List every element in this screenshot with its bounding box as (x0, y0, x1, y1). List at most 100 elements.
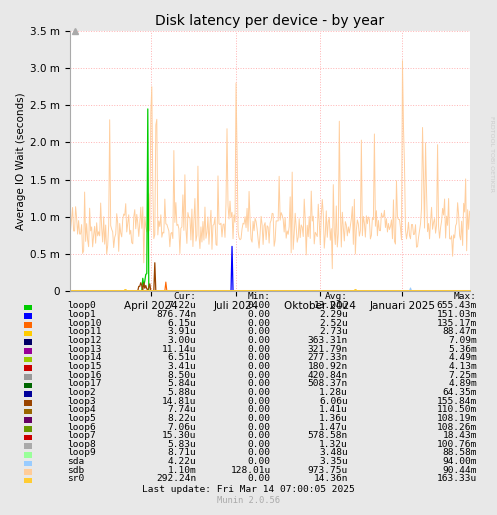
Text: FRDTOOL TOBI OETIKER: FRDTOOL TOBI OETIKER (489, 116, 494, 193)
Text: loop0: loop0 (67, 301, 96, 311)
Text: 5.84u: 5.84u (167, 379, 196, 388)
Text: 6.15u: 6.15u (167, 319, 196, 328)
Text: 0.00: 0.00 (248, 414, 271, 423)
Text: 180.92n: 180.92n (308, 362, 348, 371)
Text: 8.71u: 8.71u (167, 449, 196, 457)
Text: 0.00: 0.00 (248, 457, 271, 466)
Text: 108.26m: 108.26m (437, 422, 477, 432)
Text: 0.00: 0.00 (248, 336, 271, 345)
Text: loop3: loop3 (67, 397, 96, 405)
Text: 0.00: 0.00 (248, 328, 271, 336)
Text: 5.88u: 5.88u (167, 388, 196, 397)
Text: 2.29u: 2.29u (319, 310, 348, 319)
Text: 6.06u: 6.06u (319, 397, 348, 405)
Text: loop10: loop10 (67, 319, 101, 328)
Text: 508.37n: 508.37n (308, 379, 348, 388)
Text: 277.33n: 277.33n (308, 353, 348, 362)
Text: 0.00: 0.00 (248, 440, 271, 449)
Text: loop5: loop5 (67, 414, 96, 423)
Text: 13.04u: 13.04u (314, 301, 348, 311)
Text: 0.00: 0.00 (248, 310, 271, 319)
Text: 0.00: 0.00 (248, 353, 271, 362)
Text: Munin 2.0.56: Munin 2.0.56 (217, 496, 280, 505)
Text: 4.13m: 4.13m (448, 362, 477, 371)
Text: 4.22u: 4.22u (167, 457, 196, 466)
Text: 0.00: 0.00 (248, 474, 271, 484)
Text: 151.03m: 151.03m (437, 310, 477, 319)
Text: 7.09m: 7.09m (448, 336, 477, 345)
Text: 3.35u: 3.35u (319, 457, 348, 466)
Text: 876.74n: 876.74n (156, 310, 196, 319)
Text: loop7: loop7 (67, 431, 96, 440)
Text: loop2: loop2 (67, 388, 96, 397)
Text: 0.00: 0.00 (248, 397, 271, 405)
Text: 0.00: 0.00 (248, 388, 271, 397)
Text: loop11: loop11 (67, 328, 101, 336)
Text: 578.58n: 578.58n (308, 431, 348, 440)
Text: 64.35m: 64.35m (443, 388, 477, 397)
Text: 7.22u: 7.22u (167, 301, 196, 311)
Text: 135.17m: 135.17m (437, 319, 477, 328)
Text: loop17: loop17 (67, 379, 101, 388)
Text: 14.81u: 14.81u (162, 397, 196, 405)
Text: Last update: Fri Mar 14 07:00:05 2025: Last update: Fri Mar 14 07:00:05 2025 (142, 485, 355, 493)
Text: 108.19m: 108.19m (437, 414, 477, 423)
Text: 15.30u: 15.30u (162, 431, 196, 440)
Text: 8.22u: 8.22u (167, 414, 196, 423)
Text: loop14: loop14 (67, 353, 101, 362)
Text: 3.00u: 3.00u (167, 336, 196, 345)
Text: 128.01u: 128.01u (231, 466, 271, 475)
Text: 163.33u: 163.33u (437, 474, 477, 484)
Text: 5.36m: 5.36m (448, 345, 477, 354)
Text: 5.83u: 5.83u (167, 440, 196, 449)
Text: 4.89m: 4.89m (448, 379, 477, 388)
Text: 0.00: 0.00 (248, 319, 271, 328)
Text: 1.47u: 1.47u (319, 422, 348, 432)
Text: 7.06u: 7.06u (167, 422, 196, 432)
Text: Min:: Min: (248, 291, 271, 301)
Text: sr0: sr0 (67, 474, 84, 484)
Text: 420.84n: 420.84n (308, 371, 348, 380)
Text: 110.50m: 110.50m (437, 405, 477, 414)
Text: 0.00: 0.00 (248, 449, 271, 457)
Text: 2.52u: 2.52u (319, 319, 348, 328)
Text: 0.00: 0.00 (248, 431, 271, 440)
Text: Cur:: Cur: (173, 291, 196, 301)
Text: loop16: loop16 (67, 371, 101, 380)
Text: 0.00: 0.00 (248, 405, 271, 414)
Text: 0.00: 0.00 (248, 362, 271, 371)
Text: sdb: sdb (67, 466, 84, 475)
Text: 1.36u: 1.36u (319, 414, 348, 423)
Text: loop13: loop13 (67, 345, 101, 354)
Text: 4.49m: 4.49m (448, 353, 477, 362)
Text: 973.75u: 973.75u (308, 466, 348, 475)
Text: 0.00: 0.00 (248, 379, 271, 388)
Text: 1.32u: 1.32u (319, 440, 348, 449)
Text: 2.73u: 2.73u (319, 328, 348, 336)
Text: 3.48u: 3.48u (319, 449, 348, 457)
Text: 7.25m: 7.25m (448, 371, 477, 380)
Text: sda: sda (67, 457, 84, 466)
Text: loop8: loop8 (67, 440, 96, 449)
Text: 100.76m: 100.76m (437, 440, 477, 449)
Text: loop1: loop1 (67, 310, 96, 319)
Text: 1.41u: 1.41u (319, 405, 348, 414)
Text: 155.84m: 155.84m (437, 397, 477, 405)
Text: 0.00: 0.00 (248, 371, 271, 380)
Text: 363.31n: 363.31n (308, 336, 348, 345)
Text: 0.00: 0.00 (248, 345, 271, 354)
Text: loop4: loop4 (67, 405, 96, 414)
Text: 94.00m: 94.00m (443, 457, 477, 466)
Text: 3.91u: 3.91u (167, 328, 196, 336)
Text: loop9: loop9 (67, 449, 96, 457)
Text: 14.36n: 14.36n (314, 474, 348, 484)
Text: 0.00: 0.00 (248, 301, 271, 311)
Text: 0.00: 0.00 (248, 422, 271, 432)
Text: loop12: loop12 (67, 336, 101, 345)
Text: Avg:: Avg: (325, 291, 348, 301)
Text: 1.10m: 1.10m (167, 466, 196, 475)
Text: 90.44m: 90.44m (443, 466, 477, 475)
Text: 88.47m: 88.47m (443, 328, 477, 336)
Y-axis label: Average IO Wait (seconds): Average IO Wait (seconds) (16, 92, 26, 230)
Text: 88.58m: 88.58m (443, 449, 477, 457)
